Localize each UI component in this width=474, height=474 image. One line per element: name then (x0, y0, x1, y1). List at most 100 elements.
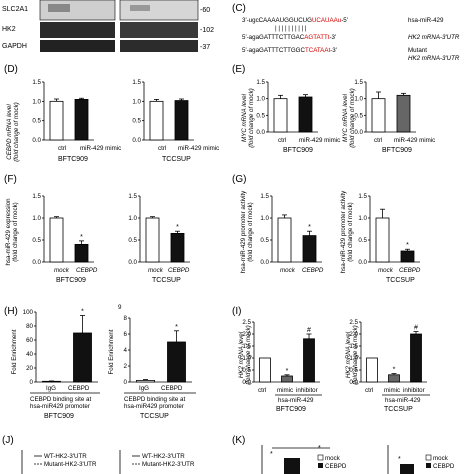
y-tick-top: 9 (118, 304, 122, 311)
cell-label: TCCSUP (140, 413, 169, 420)
panel-c-letter: (C) (232, 3, 246, 14)
seq-mir429-label: hsa-miR-429 (408, 17, 444, 24)
blot-label-slc2a1: SLC2A1 (2, 6, 28, 13)
y-tick-label: 6 (124, 331, 128, 338)
cell-label: BFTC909 (58, 156, 88, 163)
panel-i-ylabel: HK2 mRNA level(fold change of mock) (238, 325, 252, 385)
y-tick-label: 0.5 (242, 367, 251, 374)
bar (74, 243, 89, 263)
blot-mw-102: -102 (200, 27, 214, 34)
bar (277, 217, 292, 263)
y-tick-label: 0.5 (358, 237, 367, 244)
panel-k-letter: (K) (232, 435, 245, 446)
bar (410, 333, 422, 383)
chart-i-left: 0.0 0.5 1.0 1.5 2.0 2.5 * # (242, 319, 320, 386)
caption-line: hsa-miR429 promoter (124, 403, 184, 410)
bar (388, 374, 400, 383)
panel-f-letter: (F) (4, 174, 17, 185)
y-tick-label: 0.5 (132, 118, 141, 125)
cell-label: BFTC909 (44, 413, 74, 420)
x-label-ctrl: ctrl (374, 137, 382, 144)
y-tick-label: 0.0 (256, 129, 265, 136)
y-tick-label: 0.0 (260, 259, 269, 266)
blot-label-gapdh: GAPDH (2, 43, 27, 50)
x-label-cebpd: CEBPD (302, 267, 324, 274)
cell-label: BFTC909 (382, 147, 412, 154)
legend-mut: Mutant-HK2-3'UTR (142, 461, 195, 468)
bar (49, 100, 64, 141)
cell-label: BFTC909 (283, 147, 313, 154)
y-tick-label: 2.0 (349, 331, 358, 338)
x-label-igg: IgG (139, 385, 149, 392)
chart-d-left: 0.0 0.5 1.0 1.5 (32, 79, 94, 144)
y-tick-label: 1.0 (132, 98, 141, 105)
chart-i-right: 0.0 0.5 1.0 1.5 2.0 2.5 * # (349, 319, 427, 386)
legend-mock: mock (433, 455, 449, 462)
y-tick-label: 1.0 (128, 215, 137, 222)
western-blot: SLC2A1 HK2 GAPDH -60 -102 -37 (2, 0, 214, 52)
chart-g-right: 0.0 0.5 1.0 1.5 * (358, 193, 420, 266)
group-label: hsa-miR-429 (278, 397, 314, 404)
legend-wt: WT-HK2-3'UTR (142, 453, 185, 460)
panel-h-letter: (H) (4, 306, 18, 317)
y-tick-label: 1.5 (349, 343, 358, 350)
bar (273, 98, 288, 133)
cell-label: BFTC909 (276, 406, 306, 413)
significance-star: * (308, 224, 311, 231)
y-tick-label: 8 (124, 315, 128, 322)
bar (167, 341, 186, 383)
panel-f: (F) hsa-miR-429 expression(fold change o… (4, 174, 190, 284)
y-tick-label: 1.5 (32, 193, 41, 200)
y-tick-label: 0.0 (349, 379, 358, 386)
legend-swatch-cebpd (426, 463, 431, 468)
legend-mock: mock (325, 455, 341, 462)
bar (49, 217, 64, 263)
y-tick-label: 0.5 (128, 237, 137, 244)
x-label-cebpd: CEBPD (168, 267, 190, 274)
bar (298, 96, 313, 133)
x-label-inhibitor: inhibitor (403, 387, 425, 394)
bar (259, 357, 271, 383)
panel-h: (H) Fold Enrichment Fold Enrichment 9 Ig… (4, 304, 196, 420)
significance-star: * (406, 242, 409, 249)
y-tick-label: 1.0 (358, 215, 367, 222)
chart-h-right: 0 2 4 6 8 * (124, 315, 192, 386)
x-label-ctrl: ctrl (365, 387, 373, 394)
bar (366, 357, 378, 383)
y-tick-label: 0.5 (32, 118, 41, 125)
panel-c: (C) 3'-ugcCAAAAUGGUCUGUCAUAAu-5' hsa-miR… (232, 3, 460, 62)
seq-hk2-utr-label: HK2 mRNA-3'UTR (408, 34, 460, 41)
y-tick-label: 0.5 (256, 112, 265, 119)
x-label-mimic: miR-429 mimic (178, 145, 219, 152)
seq-mutant-label1: Mutant (408, 47, 427, 54)
blot-band (130, 5, 150, 11)
significance-hash: # (414, 325, 418, 332)
y-tick-label: 0.5 (32, 237, 41, 244)
y-tick-label: 0.0 (32, 259, 41, 266)
y-tick-label: 1.5 (354, 79, 363, 86)
panel-e: (E) MYC mRNA level(fold change of mock) … (232, 64, 435, 154)
significance-star: * (175, 324, 178, 331)
y-tick-label: 0.0 (32, 137, 41, 144)
y-tick-label: 1.5 (132, 79, 141, 86)
cell-label: TCCSUP (162, 156, 191, 163)
bar-partial (400, 464, 414, 474)
panel-e-letter: (E) (232, 64, 245, 75)
panel-i-letter: (I) (232, 306, 241, 317)
x-label-cebpd: CEBPD (76, 267, 98, 274)
y-tick-label: 0.0 (354, 129, 363, 136)
bar (281, 375, 293, 383)
x-label-mimic: miR-429 mimic (299, 137, 340, 144)
y-tick-label: 0 (124, 379, 128, 386)
group-label: hsa-miR-429 (385, 397, 421, 404)
x-label-mimic: miR-429 mimic (394, 137, 435, 144)
y-tick-label: 1.5 (358, 193, 367, 200)
y-tick-label: 60 (26, 337, 33, 344)
y-tick-label: 1.5 (128, 193, 137, 200)
panel-e-ylabel: MYC mRNA level(fold change of mock) (241, 88, 255, 148)
cell-label: TCCSUP (386, 277, 415, 284)
significance-hash: # (307, 327, 311, 334)
y-tick-label: 20 (26, 365, 33, 372)
chart-e-right: 0.0 0.5 1.0 1.5 (354, 79, 416, 136)
legend-cebpd: CEBPD (433, 463, 455, 470)
